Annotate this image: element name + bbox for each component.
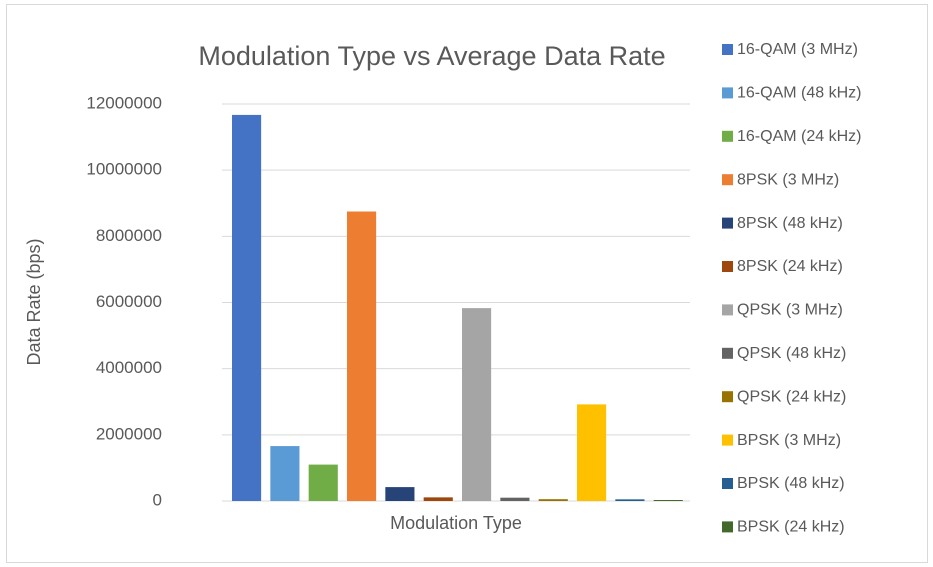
y-tick-label: 4000000 — [96, 358, 162, 377]
y-tick-label: 12000000 — [86, 93, 162, 112]
legend-label: 16-QAM (24 kHz) — [737, 128, 861, 145]
legend-label: BPSK (24 kHz) — [737, 519, 845, 536]
y-tick-label: 10000000 — [86, 160, 162, 179]
legend-swatch — [722, 347, 733, 359]
legend-label: 8PSK (48 kHz) — [737, 215, 843, 232]
y-tick-label: 8000000 — [96, 226, 162, 245]
bar — [615, 499, 645, 501]
legend-swatch — [722, 478, 733, 489]
legend-swatch — [722, 521, 733, 533]
bar — [577, 404, 607, 501]
legend-swatch — [722, 434, 733, 446]
legend-label: 8PSK (24 kHz) — [737, 258, 843, 275]
legend-swatch — [722, 217, 733, 229]
bar — [308, 464, 338, 501]
x-axis-title: Modulation Type — [390, 513, 522, 533]
y-axis-title: Data Rate (bps) — [24, 238, 44, 365]
bar — [347, 211, 377, 502]
bar — [232, 114, 262, 501]
bar — [462, 308, 492, 501]
legend-swatch — [722, 304, 733, 316]
legend-label: QPSK (48 kHz) — [737, 345, 846, 362]
legend-label: QPSK (24 kHz) — [737, 388, 846, 405]
y-tick-label: 2000000 — [96, 424, 162, 443]
legend-swatch — [722, 130, 733, 142]
bar — [538, 499, 568, 501]
y-tick-label: 0 — [153, 490, 162, 509]
legend-swatch — [722, 87, 733, 99]
legend-swatch — [722, 391, 733, 403]
legend-label: BPSK (48 kHz) — [737, 475, 845, 492]
bar — [653, 500, 683, 501]
legend-label: BPSK (3 MHz) — [737, 432, 841, 449]
legend-label: 16-QAM (48 kHz) — [737, 85, 861, 102]
y-tick-label: 6000000 — [96, 292, 162, 311]
legend-swatch — [722, 174, 733, 186]
legend-label: QPSK (3 MHz) — [737, 302, 843, 319]
legend-swatch — [722, 44, 733, 55]
bar — [500, 497, 530, 501]
bar — [270, 446, 300, 501]
bar — [385, 487, 415, 501]
legend-label: 8PSK (3 MHz) — [737, 171, 839, 188]
legend-swatch — [722, 261, 733, 272]
bar — [423, 497, 453, 501]
chart-title: Modulation Type vs Average Data Rate — [198, 41, 665, 71]
legend-label: 16-QAM (3 MHz) — [737, 41, 858, 58]
